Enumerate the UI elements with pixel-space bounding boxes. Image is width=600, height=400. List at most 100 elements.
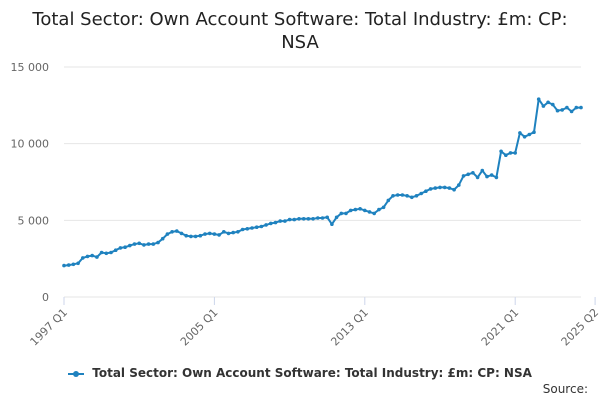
series-line[interactable] bbox=[63, 98, 581, 267]
data-point[interactable] bbox=[231, 230, 235, 235]
data-point[interactable] bbox=[151, 242, 156, 246]
data-point[interactable] bbox=[240, 227, 245, 232]
data-point[interactable] bbox=[316, 216, 320, 220]
data-point[interactable] bbox=[85, 254, 90, 259]
data-point[interactable] bbox=[90, 253, 94, 258]
data-point[interactable] bbox=[386, 198, 391, 203]
data-point[interactable] bbox=[508, 151, 513, 155]
data-point[interactable] bbox=[320, 216, 325, 220]
data-point[interactable] bbox=[442, 185, 447, 190]
data-point[interactable] bbox=[400, 193, 405, 197]
data-point[interactable] bbox=[236, 230, 240, 234]
data-point[interactable] bbox=[160, 236, 165, 241]
data-point[interactable] bbox=[405, 194, 409, 198]
data-point[interactable] bbox=[81, 256, 85, 260]
data-point[interactable] bbox=[419, 191, 424, 196]
data-point[interactable] bbox=[522, 135, 527, 139]
data-point[interactable] bbox=[184, 233, 188, 238]
data-point[interactable] bbox=[325, 215, 330, 220]
data-point[interactable] bbox=[301, 217, 306, 221]
data-point[interactable] bbox=[170, 230, 174, 234]
data-point[interactable] bbox=[475, 175, 480, 180]
data-point[interactable] bbox=[99, 250, 104, 255]
data-point[interactable] bbox=[471, 171, 475, 175]
data-point[interactable] bbox=[66, 263, 71, 267]
data-point[interactable] bbox=[283, 219, 287, 223]
data-point[interactable] bbox=[95, 255, 99, 259]
data-point[interactable] bbox=[198, 233, 203, 238]
data-point[interactable] bbox=[189, 234, 193, 239]
data-point[interactable] bbox=[344, 211, 348, 216]
data-point[interactable] bbox=[269, 221, 273, 226]
data-point[interactable] bbox=[372, 211, 377, 216]
data-point[interactable] bbox=[367, 210, 372, 214]
data-point[interactable] bbox=[297, 217, 301, 221]
data-point[interactable] bbox=[132, 242, 137, 246]
data-point[interactable] bbox=[254, 225, 259, 229]
data-point[interactable] bbox=[156, 240, 160, 245]
data-point[interactable] bbox=[62, 263, 66, 268]
data-point[interactable] bbox=[452, 187, 456, 192]
data-point[interactable] bbox=[485, 174, 489, 179]
data-point[interactable] bbox=[306, 217, 311, 221]
data-point[interactable] bbox=[424, 189, 428, 193]
data-point[interactable] bbox=[165, 232, 170, 236]
data-point[interactable] bbox=[278, 219, 283, 223]
data-point[interactable] bbox=[334, 215, 339, 220]
data-point[interactable] bbox=[569, 109, 574, 114]
data-point[interactable] bbox=[207, 231, 212, 236]
data-point[interactable] bbox=[118, 246, 123, 250]
data-point[interactable] bbox=[560, 108, 564, 112]
data-point[interactable] bbox=[541, 104, 546, 108]
data-point[interactable] bbox=[489, 173, 494, 177]
data-point[interactable] bbox=[395, 193, 400, 197]
data-point[interactable] bbox=[353, 207, 358, 212]
data-point[interactable] bbox=[76, 261, 80, 266]
data-point[interactable] bbox=[536, 97, 541, 101]
data-point[interactable] bbox=[250, 226, 254, 230]
data-point[interactable] bbox=[259, 224, 264, 229]
data-point[interactable] bbox=[245, 227, 250, 231]
data-point[interactable] bbox=[222, 230, 226, 234]
data-point[interactable] bbox=[113, 248, 118, 252]
data-point[interactable] bbox=[146, 242, 151, 246]
data-point[interactable] bbox=[292, 217, 297, 222]
data-point[interactable] bbox=[410, 195, 414, 200]
data-point[interactable] bbox=[513, 151, 517, 155]
data-point[interactable] bbox=[104, 251, 109, 256]
data-point[interactable] bbox=[330, 222, 334, 226]
data-point[interactable] bbox=[123, 245, 127, 249]
data-point[interactable] bbox=[348, 208, 353, 213]
data-point[interactable] bbox=[363, 208, 367, 213]
data-point[interactable] bbox=[551, 102, 555, 107]
legend[interactable]: Total Sector: Own Account Software: Tota… bbox=[0, 366, 600, 380]
data-point[interactable] bbox=[377, 207, 381, 212]
data-point[interactable] bbox=[128, 243, 132, 248]
data-point[interactable] bbox=[461, 174, 466, 178]
data-point[interactable] bbox=[217, 233, 221, 237]
data-point[interactable] bbox=[71, 262, 76, 267]
data-point[interactable] bbox=[381, 205, 386, 210]
data-point[interactable] bbox=[391, 194, 395, 198]
data-point[interactable] bbox=[574, 105, 579, 110]
data-point[interactable] bbox=[438, 185, 442, 190]
data-point[interactable] bbox=[226, 231, 231, 236]
data-point[interactable] bbox=[179, 231, 184, 236]
data-point[interactable] bbox=[175, 229, 179, 233]
data-point[interactable] bbox=[358, 207, 362, 211]
data-point[interactable] bbox=[203, 232, 207, 236]
data-point[interactable] bbox=[264, 223, 268, 227]
data-point[interactable] bbox=[565, 105, 569, 110]
data-point[interactable] bbox=[212, 232, 217, 236]
data-point[interactable] bbox=[555, 108, 560, 113]
data-point[interactable] bbox=[494, 175, 499, 180]
data-point[interactable] bbox=[518, 131, 522, 135]
data-point[interactable] bbox=[532, 130, 536, 134]
data-point[interactable] bbox=[546, 100, 550, 105]
data-point[interactable] bbox=[457, 183, 461, 187]
data-point[interactable] bbox=[480, 168, 485, 173]
data-point[interactable] bbox=[433, 186, 438, 190]
data-point[interactable] bbox=[137, 241, 141, 246]
data-point[interactable] bbox=[466, 172, 471, 177]
data-point[interactable] bbox=[447, 186, 452, 190]
